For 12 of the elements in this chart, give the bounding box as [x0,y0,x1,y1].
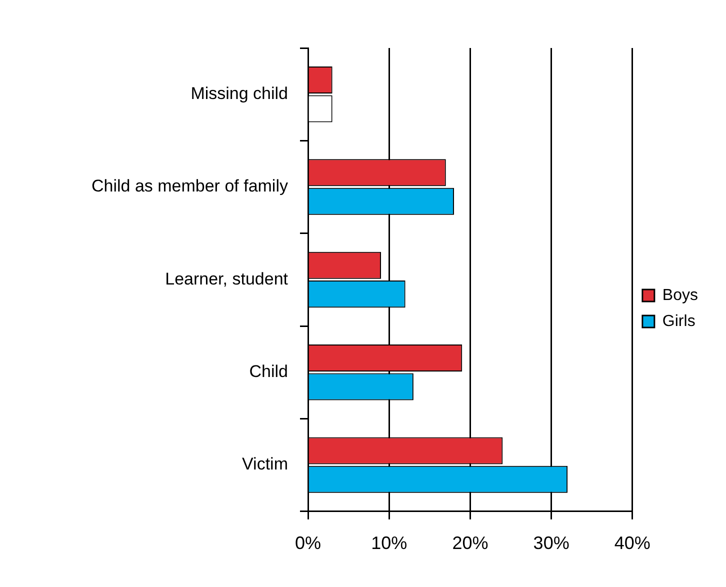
x-tick-label: 20% [452,533,488,554]
y-tick-label: Child as member of family [91,176,288,196]
legend-label: Girls [662,312,696,330]
legend-label: Boys [662,286,698,304]
y-tick-label: Missing child [190,84,288,104]
y-tick-label: Learner, student [165,269,288,288]
x-tick-label: 10% [371,533,408,554]
x-tick-label: 0% [294,533,322,554]
y-tick-label: Child [249,362,288,382]
y-tick-label: Victim [242,454,288,474]
x-tick-label: 40% [614,533,650,554]
x-tick-label: 30% [533,533,570,554]
